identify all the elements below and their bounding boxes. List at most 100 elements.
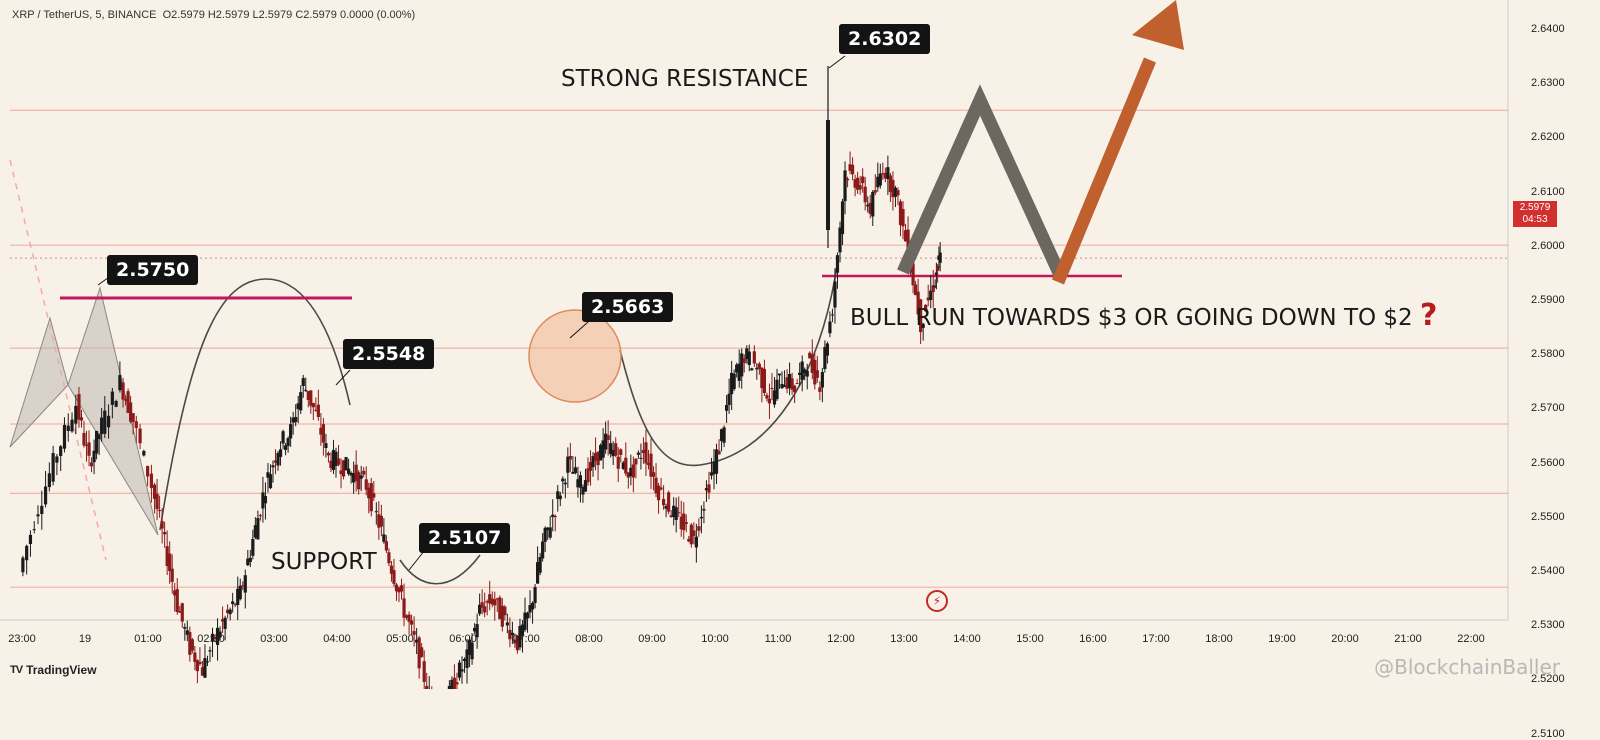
- candle-body: [173, 590, 177, 596]
- candle-body: [541, 541, 545, 559]
- candle-body: [687, 538, 691, 542]
- candle-body: [601, 440, 605, 458]
- candle-body: [866, 204, 870, 207]
- time-tick-label: 21:00: [1394, 633, 1422, 645]
- candle-body: [462, 658, 467, 661]
- harmonic-pattern-left: [9, 316, 69, 448]
- candle-body: [110, 391, 114, 405]
- candle-body: [131, 413, 135, 423]
- candle-body: [163, 531, 167, 535]
- candle-body: [258, 515, 262, 517]
- candle-body: [241, 585, 245, 587]
- candle-body: [662, 498, 666, 506]
- candle-body: [344, 457, 348, 471]
- bar-countdown: 04:53: [1522, 214, 1548, 225]
- candle-body: [868, 202, 872, 214]
- candle-body: [200, 667, 205, 676]
- candle-body: [835, 255, 840, 273]
- candle-body: [314, 409, 318, 411]
- candle-body: [931, 285, 935, 292]
- candle-body: [21, 557, 25, 573]
- candle-body: [697, 526, 701, 531]
- candle-body: [624, 457, 628, 474]
- tradingview-brand[interactable]: TV TradingView: [10, 663, 97, 677]
- candle-body: [891, 179, 895, 198]
- candle-body: [553, 516, 557, 518]
- price-chart[interactable]: [0, 0, 1600, 689]
- candle-body: [702, 509, 706, 511]
- candle-body: [843, 170, 847, 202]
- candle-body: [324, 443, 328, 448]
- candle-body: [677, 512, 681, 514]
- candle-body: [656, 485, 661, 501]
- candle-body: [473, 627, 477, 632]
- candle-body: [261, 492, 265, 509]
- candle-body: [263, 496, 268, 504]
- candle-body: [465, 649, 469, 668]
- candle-body: [561, 478, 565, 482]
- candle-body: [273, 460, 278, 463]
- candle-body: [243, 575, 247, 593]
- candle-body: [321, 424, 325, 443]
- candle-body: [614, 443, 618, 456]
- time-tick-label: 12:00: [827, 633, 855, 645]
- candle-body: [873, 190, 877, 193]
- candle-body: [898, 201, 903, 225]
- candle-body: [815, 370, 819, 378]
- candle-body: [319, 427, 323, 435]
- price-axis-background: [1508, 0, 1600, 689]
- candle-body: [810, 354, 814, 373]
- candle-body: [382, 534, 386, 542]
- candle-body: [47, 473, 51, 488]
- candle-body: [95, 430, 99, 454]
- candle-body: [679, 516, 683, 530]
- candle-body: [520, 624, 525, 637]
- candle-body: [183, 627, 187, 629]
- candle-body: [276, 452, 280, 466]
- candle-body: [651, 472, 656, 477]
- candle-body: [742, 358, 746, 364]
- candle-body: [840, 201, 845, 235]
- candle-body: [533, 587, 537, 603]
- candle-body: [103, 410, 107, 434]
- candle-body: [606, 435, 610, 440]
- candle-body: [142, 451, 146, 456]
- candle-body: [830, 314, 835, 316]
- candle-body: [513, 639, 517, 644]
- candle-body: [823, 347, 827, 369]
- candle-body: [198, 661, 202, 665]
- candle-body: [28, 534, 33, 545]
- candle-body: [251, 539, 255, 556]
- candle-body: [556, 491, 560, 499]
- lightning-icon[interactable]: ⚡: [926, 590, 948, 612]
- candle-body: [924, 304, 928, 312]
- time-tick-label: 07:00: [512, 633, 540, 645]
- candle-body: [155, 493, 159, 510]
- candle-body: [717, 450, 721, 455]
- time-tick-label: 02:00: [197, 633, 225, 645]
- candle-body: [281, 431, 285, 444]
- callout-2-5663: 2.5663: [582, 292, 674, 322]
- candle-body: [352, 473, 356, 483]
- candle-body: [896, 190, 900, 196]
- candle-body: [528, 605, 532, 613]
- callout-2-5548: 2.5548: [343, 339, 435, 369]
- candle-body: [394, 584, 399, 592]
- candle-body: [639, 457, 643, 459]
- candle-body: [916, 291, 920, 315]
- candle-body: [253, 525, 257, 538]
- candle-body: [467, 639, 472, 655]
- candle-body: [404, 615, 409, 618]
- candle-body: [775, 379, 779, 400]
- time-tick-label: 14:00: [953, 633, 981, 645]
- candle-body: [349, 472, 353, 476]
- candle-body: [609, 443, 613, 455]
- candle-body: [780, 384, 784, 389]
- candle-body: [384, 541, 388, 551]
- candle-body: [886, 167, 890, 180]
- candle-body: [299, 392, 303, 411]
- dashed-trendline: [9, 159, 107, 561]
- candle-body: [478, 604, 482, 614]
- candle-body: [203, 658, 207, 678]
- time-tick-label: 23:00: [8, 633, 36, 645]
